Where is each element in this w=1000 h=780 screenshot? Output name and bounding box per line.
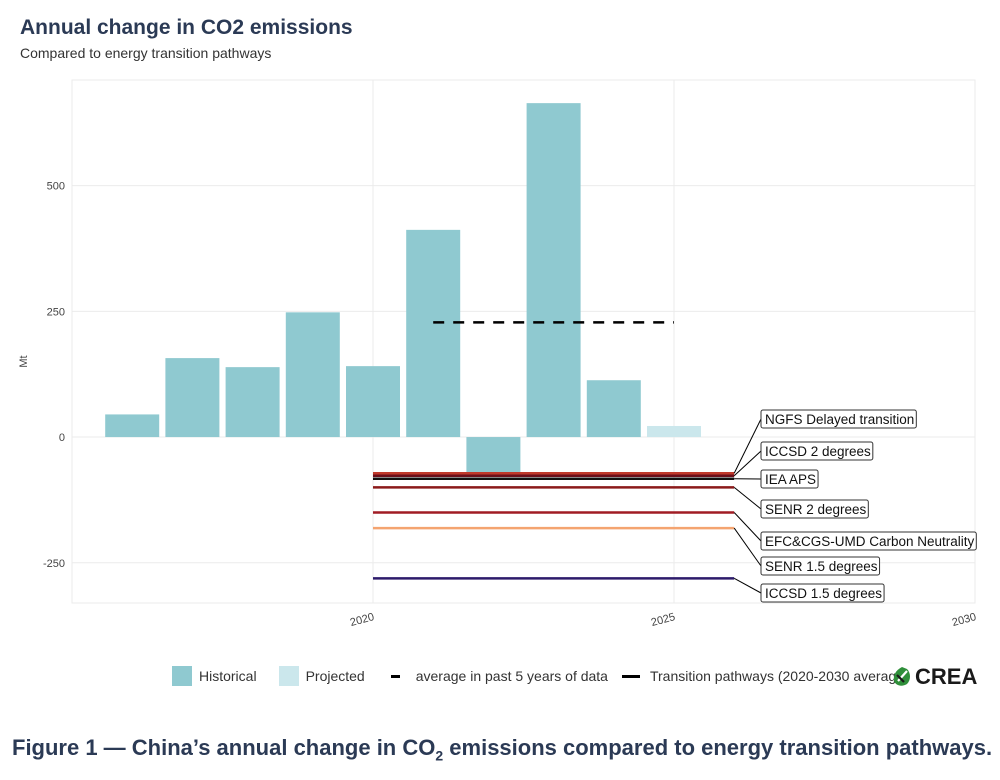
- pathway-label-text: SENR 2 degrees: [765, 502, 867, 517]
- pathway-label: SENR 2 degrees: [760, 499, 869, 519]
- legend-pathways: Transition pathways (2020-2030 average): [621, 668, 909, 684]
- pathway-label-text: ICCSD 2 degrees: [765, 444, 871, 459]
- historical-bar: [165, 358, 220, 438]
- y-axis-label: Mt: [18, 355, 30, 367]
- legend-average: average in past 5 years of data: [390, 668, 608, 684]
- historical-bar: [586, 380, 641, 438]
- legend-projected-swatch: [278, 666, 299, 686]
- crea-brand-text: CREA: [915, 664, 978, 689]
- legend-historical-label: Historical: [199, 668, 257, 684]
- legend-projected: Projected: [278, 666, 365, 686]
- pathway-label-text: NGFS Delayed transition: [765, 412, 914, 427]
- pathway-label-box: [760, 499, 869, 519]
- pathway-label-text: ICCSD 1.5 degrees: [765, 586, 882, 601]
- figure-caption: Figure 1 — China’s annual change in CO2 …: [12, 735, 992, 763]
- historical-bar: [285, 312, 340, 438]
- legend-average-dash: [390, 674, 400, 678]
- historical-bar: [105, 414, 160, 438]
- y-tick-label: 500: [47, 181, 65, 193]
- pathway-leader-line: [733, 527, 762, 567]
- pathway-label-box: [760, 583, 885, 603]
- pathway-label-box: [760, 556, 881, 576]
- pathway-label-text: IEA APS: [765, 472, 816, 487]
- pathway-label-box: [760, 409, 917, 429]
- pathway-label-box: [760, 441, 874, 461]
- projected-bar: [647, 425, 701, 438]
- historical-bar: [225, 367, 280, 438]
- pathway-label-box: [760, 469, 819, 489]
- caption-post: emissions compared to energy transition …: [443, 735, 993, 760]
- crea-leaf-icon: [893, 667, 910, 686]
- pathway-leader-line: [733, 450, 762, 477]
- pathway-label: ICCSD 1.5 degrees: [760, 583, 885, 603]
- chart-title: Annual change in CO2 emissions: [20, 16, 353, 39]
- legend-average-label: average in past 5 years of data: [415, 668, 608, 684]
- historical-bar: [406, 229, 461, 438]
- chart-subtitle: Compared to energy transition pathways: [20, 45, 272, 61]
- legend-pathways-label: Transition pathways (2020-2030 average): [649, 668, 909, 684]
- y-tick-label: 0: [59, 432, 65, 444]
- pathway-label: SENR 1.5 degrees: [760, 556, 881, 576]
- pathway-label-text: EFC&CGS-UMD Carbon Neutrality: [765, 534, 975, 549]
- legend: Historical Projected average in past 5 y…: [172, 666, 931, 686]
- crea-logo: CREA: [892, 664, 977, 690]
- legend-historical: Historical: [172, 666, 257, 686]
- pathway-label-box: [760, 531, 977, 551]
- x-tick-label: 2020: [349, 611, 376, 629]
- pathway-label: NGFS Delayed transition: [760, 409, 917, 429]
- plot-panel: [71, 79, 976, 604]
- pathway-label: ICCSD 2 degrees: [760, 441, 874, 461]
- historical-bar: [466, 437, 521, 473]
- x-tick-label: 2030: [951, 611, 978, 629]
- chart-plot: -250 0 250 500 2020 2025 2030 Mt NGFS Delayed tr…: [18, 79, 978, 629]
- legend-projected-label: Projected: [305, 668, 365, 684]
- pathway-leader-line: [733, 418, 762, 474]
- pathway-label: EFC&CGS-UMD Carbon Neutrality: [760, 531, 977, 551]
- pathway-leader-line: [733, 512, 762, 542]
- caption-sub: 2: [435, 747, 444, 764]
- x-tick-label: 2025: [650, 611, 677, 629]
- pathway-label-text: SENR 1.5 degrees: [765, 559, 878, 574]
- caption-pre: Figure 1 — China’s annual change in CO: [12, 735, 436, 760]
- pathway-leader-line: [733, 577, 762, 594]
- legend-historical-swatch: [172, 666, 192, 686]
- historical-bar: [346, 366, 400, 438]
- legend-pathways-line: [621, 674, 640, 678]
- y-tick-label: 250: [47, 306, 65, 318]
- historical-bar: [526, 103, 581, 438]
- y-tick-label: -250: [43, 558, 65, 570]
- pathway-label: IEA APS: [760, 469, 819, 489]
- pathway-leader-line: [733, 486, 762, 510]
